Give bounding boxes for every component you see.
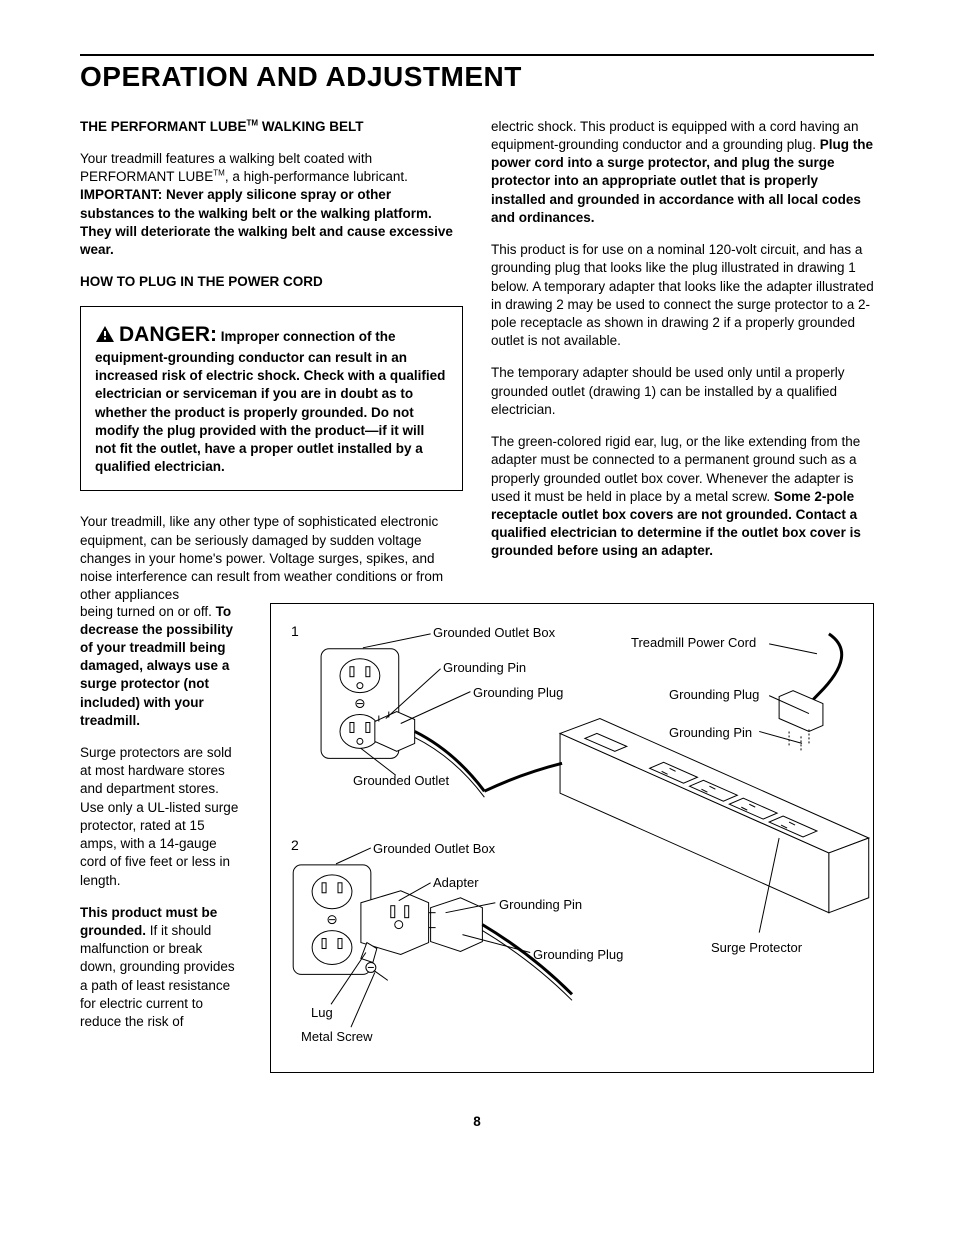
danger-paragraph: DANGER: Improper connection of the equip… [95, 321, 448, 477]
label-grounding-pin-2: Grounding Pin [669, 724, 752, 742]
label-grounded-outlet-box-1: Grounded Outlet Box [433, 624, 555, 642]
ll-p1-a: being turned on or off. [80, 604, 216, 619]
ll-p3-a: If it should malfunction or break down, … [80, 923, 235, 1029]
page-title: OPERATION AND ADJUSTMENT [80, 58, 874, 96]
label-grounding-plug-2: Grounding Plug [669, 686, 759, 704]
lower-left-column: being turned on or off. To decrease the … [80, 603, 242, 1073]
label-grounding-pin-3: Grounding Pin [499, 896, 582, 914]
paragraph-grounded: This product must be grounded. If it sho… [80, 904, 242, 1032]
diagram-svg [271, 604, 873, 1072]
head-text-b: WALKING BELT [258, 119, 364, 134]
diagram-number-1: 1 [291, 622, 299, 641]
left-column: THE PERFORMANT LUBETM WALKING BELT Your … [80, 118, 463, 605]
label-lug: Lug [311, 1004, 333, 1022]
wiring-diagram: 1 2 Grounded Outlet Box Grounding Pin Gr… [270, 603, 874, 1073]
top-rule [80, 54, 874, 56]
danger-body: Improper connection of the equipment-gro… [95, 329, 445, 475]
label-metal-screw: Metal Screw [301, 1028, 373, 1046]
r-p1-a: electric shock. This product is equipped… [491, 119, 858, 152]
section-heading-lube: THE PERFORMANT LUBETM WALKING BELT [80, 118, 463, 136]
trademark-symbol: TM [247, 118, 259, 127]
p1-b: , a high-performance lubricant. [225, 169, 408, 184]
label-grounding-plug-1: Grounding Plug [473, 684, 563, 702]
danger-box: DANGER: Improper connection of the equip… [80, 306, 463, 492]
ll-p1-bold: To decrease the possibility of your trea… [80, 604, 233, 728]
page-number: 8 [80, 1113, 874, 1131]
lower-layout: being turned on or off. To decrease the … [80, 603, 874, 1073]
paragraph-120v: This product is for use on a nominal 120… [491, 241, 874, 350]
label-grounding-plug-3: Grounding Plug [533, 946, 623, 964]
paragraph-shock: electric shock. This product is equipped… [491, 118, 874, 227]
trademark-symbol: TM [213, 169, 225, 178]
label-grounded-outlet-box-2: Grounded Outlet Box [373, 840, 495, 858]
paragraph-voltage: Your treadmill, like any other type of s… [80, 513, 463, 604]
paragraph-temp-adapter: The temporary adapter should be used onl… [491, 364, 874, 419]
right-column: electric shock. This product is equipped… [491, 118, 874, 605]
danger-lead: DANGER: [119, 323, 217, 346]
warning-icon [95, 325, 115, 348]
label-grounding-pin-1: Grounding Pin [443, 659, 526, 677]
paragraph-green-lug: The green-colored rigid ear, lug, or the… [491, 433, 874, 561]
paragraph-surge-rec: being turned on or off. To decrease the … [80, 603, 242, 731]
paragraph-surge-avail: Surge protectors are sold at most hardwa… [80, 744, 242, 890]
p1-bold: IMPORTANT: Never apply silicone spray or… [80, 187, 453, 257]
two-column-layout: THE PERFORMANT LUBETM WALKING BELT Your … [80, 118, 874, 605]
label-treadmill-power-cord: Treadmill Power Cord [631, 634, 756, 652]
head-text: THE PERFORMANT LUBE [80, 119, 247, 134]
paragraph-lube: Your treadmill features a walking belt c… [80, 150, 463, 259]
section-heading-plug: HOW TO PLUG IN THE POWER CORD [80, 273, 463, 291]
label-grounded-outlet: Grounded Outlet [353, 772, 449, 790]
diagram-number-2: 2 [291, 836, 299, 855]
label-surge-protector: Surge Protector [711, 939, 802, 957]
label-adapter: Adapter [433, 874, 479, 892]
